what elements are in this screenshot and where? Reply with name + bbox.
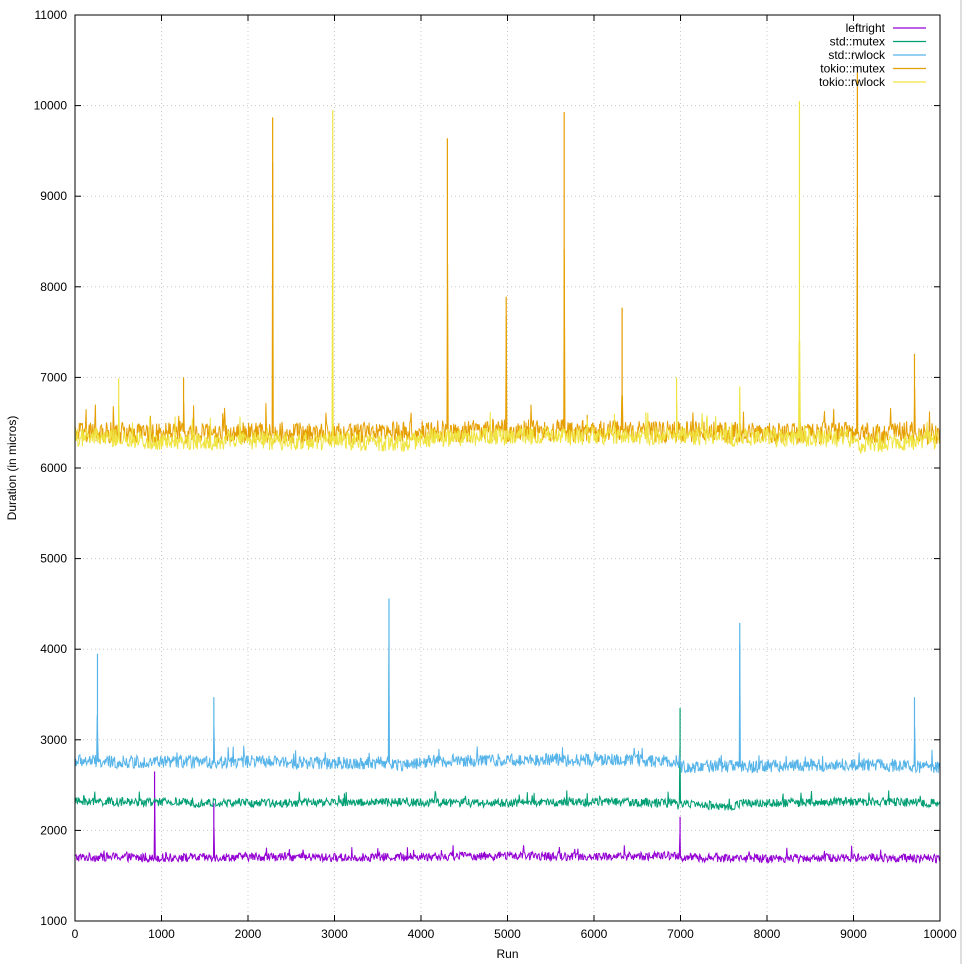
x-tick-label: 2000 <box>235 927 262 941</box>
y-tick-label: 7000 <box>40 370 67 384</box>
series-line <box>74 643 941 774</box>
y-tick-label: 6000 <box>40 461 67 475</box>
x-axis-title: Run <box>496 947 518 961</box>
x-tick-label: 9000 <box>840 927 867 941</box>
series-lines <box>74 72 941 865</box>
series-line <box>74 204 941 454</box>
series-group <box>74 101 941 454</box>
x-tick-label: 1000 <box>148 927 175 941</box>
y-tick-label: 3000 <box>40 733 67 747</box>
legend-label: leftright <box>846 21 886 35</box>
legend-label: std::rwlock <box>828 48 886 62</box>
x-tick-label: 5000 <box>494 927 521 941</box>
x-tick-label: 10000 <box>923 927 957 941</box>
legend: leftrightstd::mutexstd::rwlocktokio::mut… <box>819 21 926 89</box>
x-tick-label: 8000 <box>754 927 781 941</box>
legend-item: std::mutex <box>830 35 926 49</box>
y-tick-label: 5000 <box>40 552 67 566</box>
legend-item: tokio::rwlock <box>819 75 926 89</box>
x-tick-label: 0 <box>72 927 79 941</box>
legend-label: std::mutex <box>830 35 885 49</box>
x-tick-label: 6000 <box>581 927 608 941</box>
legend-item: leftright <box>846 21 926 35</box>
series-group <box>74 598 941 774</box>
series-group <box>74 708 941 811</box>
y-tick-label: 9000 <box>40 189 67 203</box>
legend-item: tokio::mutex <box>820 62 926 76</box>
series-line <box>74 796 941 865</box>
y-tick-label: 10000 <box>34 99 68 113</box>
x-tick-label: 4000 <box>408 927 435 941</box>
legend-label: tokio::mutex <box>820 62 885 76</box>
series-line <box>74 747 941 811</box>
legend-label: tokio::rwlock <box>819 75 886 89</box>
y-tick-label: 1000 <box>40 914 67 928</box>
x-tick-label: 3000 <box>321 927 348 941</box>
tick-labels: 0 1000 2000 3000 4000 5000 6000 7000 8000 9000 100… <box>34 8 957 941</box>
axis-ticks <box>74 14 941 922</box>
y-tick-label: 11000 <box>35 8 68 22</box>
x-tick-label: 7000 <box>667 927 694 941</box>
y-axis-title: Duration (in micros) <box>5 416 19 521</box>
series-group <box>74 771 941 865</box>
legend-item: std::rwlock <box>828 48 926 62</box>
y-tick-label: 4000 <box>40 642 67 656</box>
y-tick-label: 2000 <box>40 823 67 837</box>
y-tick-label: 8000 <box>40 280 67 294</box>
grid <box>75 15 940 921</box>
